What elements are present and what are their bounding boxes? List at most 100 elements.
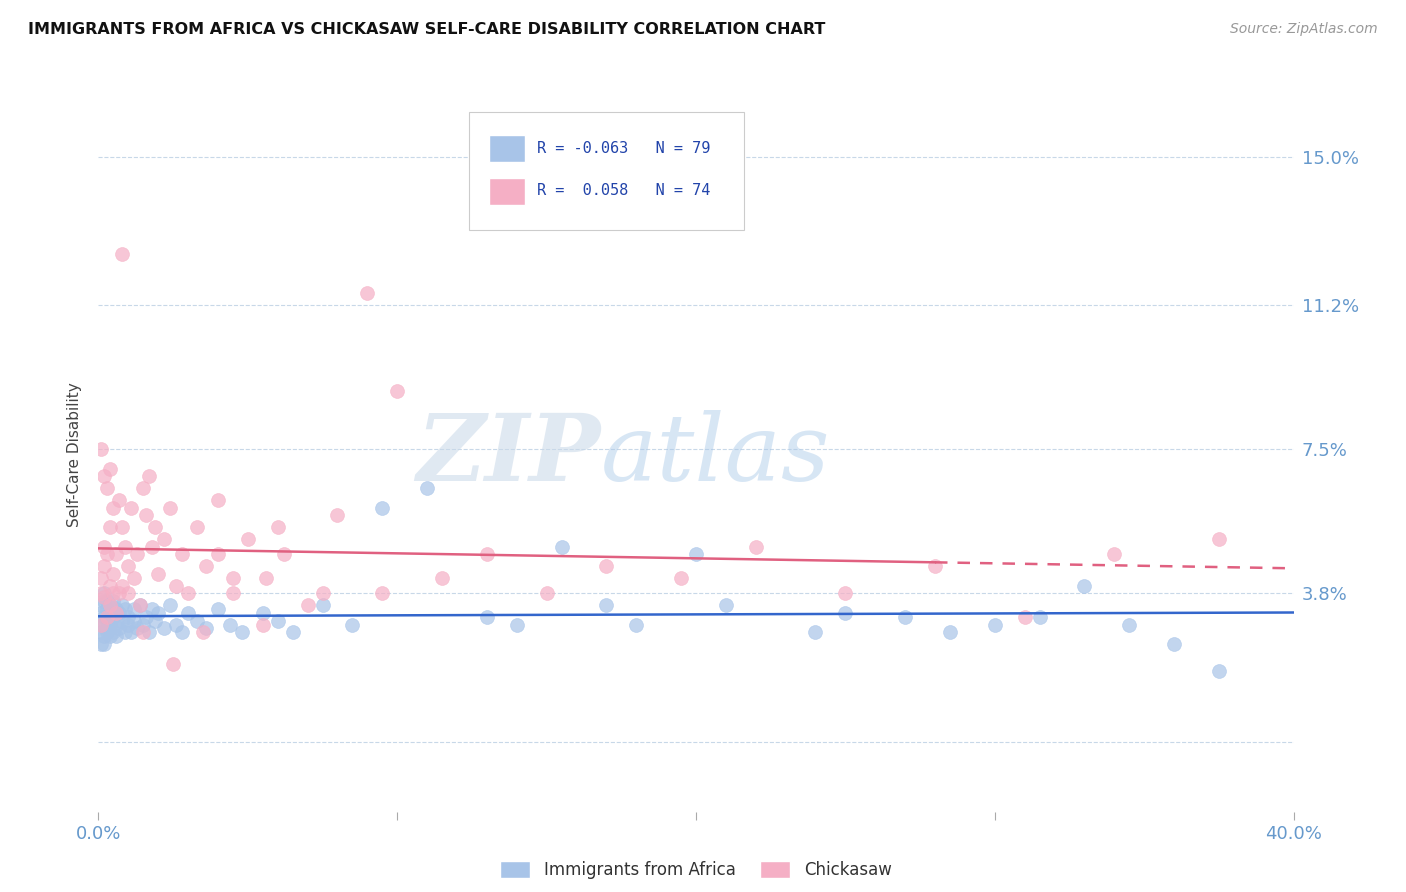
Point: [103, 566, 125, 581]
Point: [177, 586, 200, 600]
Point: [371, 586, 394, 600]
Point: [626, 617, 648, 632]
Point: [506, 617, 529, 632]
Point: [550, 540, 572, 554]
Point: [430, 571, 453, 585]
Point: [124, 602, 146, 616]
Point: [273, 547, 295, 561]
Point: [111, 598, 134, 612]
Point: [93, 586, 115, 600]
Point: [108, 606, 131, 620]
Point: [93, 617, 115, 632]
Point: [475, 609, 498, 624]
Point: [281, 625, 304, 640]
Point: [100, 578, 122, 592]
Point: [1073, 578, 1095, 592]
Point: [172, 625, 194, 640]
Point: [236, 532, 259, 546]
Point: [254, 571, 277, 585]
Point: [222, 586, 245, 600]
Point: [924, 559, 946, 574]
Point: [108, 586, 131, 600]
Point: [141, 602, 163, 616]
Point: [222, 571, 245, 585]
Point: [165, 617, 187, 632]
Point: [96, 481, 118, 495]
Point: [127, 622, 149, 636]
Point: [165, 578, 187, 592]
Point: [159, 500, 181, 515]
Point: [153, 532, 176, 546]
Point: [100, 606, 122, 620]
Point: [745, 540, 768, 554]
Point: [1208, 532, 1230, 546]
Point: [100, 520, 122, 534]
Point: [148, 606, 170, 620]
Point: [371, 500, 394, 515]
Point: [111, 520, 134, 534]
Point: [93, 609, 115, 624]
Text: Source: ZipAtlas.com: Source: ZipAtlas.com: [1230, 22, 1378, 37]
Point: [186, 520, 208, 534]
Point: [132, 625, 155, 640]
Point: [153, 622, 176, 636]
Legend: Immigrants from Africa, Chickasaw: Immigrants from Africa, Chickasaw: [494, 854, 898, 886]
Point: [90, 617, 112, 632]
Point: [90, 586, 112, 600]
Point: [117, 609, 139, 624]
Point: [804, 625, 827, 640]
Point: [100, 598, 122, 612]
Point: [105, 629, 128, 643]
Point: [124, 614, 146, 628]
Point: [1014, 609, 1036, 624]
Point: [195, 559, 218, 574]
Point: [103, 609, 125, 624]
Point: [1104, 547, 1126, 561]
Point: [103, 500, 125, 515]
Point: [93, 594, 115, 608]
Point: [124, 571, 146, 585]
Point: [90, 598, 112, 612]
Text: IMMIGRANTS FROM AFRICA VS CHICKASAW SELF-CARE DISABILITY CORRELATION CHART: IMMIGRANTS FROM AFRICA VS CHICKASAW SELF…: [28, 22, 825, 37]
Point: [96, 625, 118, 640]
Point: [93, 591, 115, 605]
Point: [90, 606, 112, 620]
Point: [90, 637, 112, 651]
Point: [207, 547, 229, 561]
Point: [111, 247, 134, 261]
Point: [100, 598, 122, 612]
Point: [105, 547, 128, 561]
Point: [135, 609, 157, 624]
Point: [105, 602, 128, 616]
Point: [117, 586, 139, 600]
Point: [117, 617, 139, 632]
Text: R = -0.063   N = 79: R = -0.063 N = 79: [537, 141, 710, 155]
Point: [117, 559, 139, 574]
Point: [714, 598, 737, 612]
Point: [669, 571, 692, 585]
FancyBboxPatch shape: [489, 136, 524, 162]
Point: [172, 547, 194, 561]
Point: [90, 625, 112, 640]
Point: [207, 602, 229, 616]
Point: [138, 469, 160, 483]
Point: [96, 614, 118, 628]
Point: [595, 559, 617, 574]
Point: [90, 571, 112, 585]
Point: [96, 622, 118, 636]
Point: [1118, 617, 1140, 632]
Point: [103, 586, 125, 600]
Point: [108, 492, 131, 507]
Point: [267, 520, 290, 534]
Point: [93, 540, 115, 554]
Point: [159, 598, 181, 612]
Point: [129, 598, 152, 612]
Point: [138, 625, 160, 640]
Point: [90, 442, 112, 456]
Point: [297, 598, 319, 612]
Point: [100, 617, 122, 632]
Point: [143, 614, 166, 628]
Point: [177, 606, 200, 620]
Point: [252, 617, 274, 632]
Point: [834, 586, 856, 600]
